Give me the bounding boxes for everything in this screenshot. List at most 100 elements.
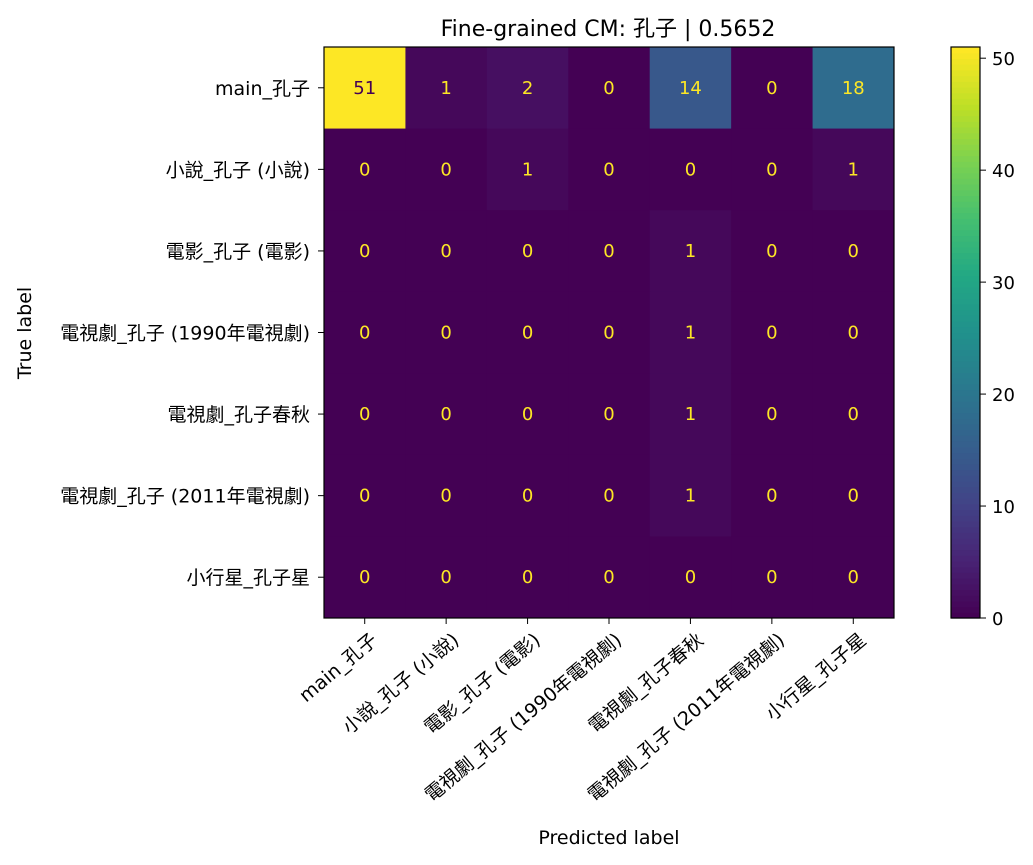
colorbar-segment [951, 155, 980, 162]
colorbar-segment [951, 218, 980, 225]
colorbar-segment [951, 532, 980, 539]
cell-value-label: 0 [848, 241, 859, 262]
colorbar-segment [951, 543, 980, 551]
heatmap-cell [812, 47, 895, 130]
y-axis-title: True label [14, 287, 36, 380]
chart-title: Fine-grained CM: 孔子 | 0.5652 [441, 17, 776, 42]
heatmap-cell [486, 128, 569, 211]
heatmap-cell [649, 454, 732, 537]
colorbar-segment [951, 298, 980, 305]
y-tick-label: main_孔子 [215, 78, 310, 100]
heatmap-cell [324, 210, 406, 293]
colorbar-segment [951, 338, 980, 345]
heatmap-cell [568, 373, 651, 456]
colorbar-segment [951, 469, 980, 476]
colorbar-segment [951, 258, 980, 265]
heatmap-cell [324, 291, 406, 374]
heatmap-cell [324, 454, 406, 537]
cell-value-label: 0 [766, 241, 777, 262]
cell-value-label: 0 [359, 241, 370, 262]
heatmap-cell [405, 454, 488, 537]
cell-value-label: 0 [522, 323, 533, 344]
colorbar-segment [951, 401, 980, 408]
heatmap-cell [649, 373, 732, 456]
colorbar-segment [951, 104, 980, 111]
y-tick-label: 電視劇_孔子 (1990年電視劇) [60, 323, 310, 345]
colorbar-segment [951, 269, 980, 276]
cell-value-label: 0 [440, 241, 451, 262]
colorbar-segment [951, 303, 980, 311]
heatmap-cell [324, 128, 406, 211]
heatmap-cell [812, 291, 895, 374]
heatmap-cell [486, 536, 569, 619]
cell-value-label: 18 [842, 78, 865, 99]
heatmap-cell [324, 373, 406, 456]
cell-value-label: 0 [359, 159, 370, 180]
heatmap-cell [812, 128, 895, 211]
colorbar-segment [951, 383, 980, 391]
colorbar-segment [951, 138, 980, 145]
heatmap-cell [731, 373, 814, 456]
heatmap-cell [568, 291, 651, 374]
cell-value-label: 0 [603, 78, 614, 99]
heatmap-cell [405, 291, 488, 374]
colorbar-segment [951, 69, 980, 77]
cell-value-label: 0 [522, 241, 533, 262]
heatmap-cell [812, 536, 895, 619]
colorbar-segment [951, 212, 980, 219]
colorbar-segment [951, 435, 980, 442]
colorbar-segment [951, 355, 980, 362]
cell-value-label: 0 [766, 78, 777, 99]
cell-value-label: 0 [522, 486, 533, 507]
cell-value-label: 1 [685, 241, 696, 262]
colorbar-segment [951, 555, 980, 562]
colorbar-tick-label: 40 [992, 161, 1015, 182]
y-tick-label: 小行星_孔子星 [186, 567, 310, 589]
colorbar-segment [951, 178, 980, 185]
heatmap-cell [568, 536, 651, 619]
colorbar-segment [951, 52, 980, 60]
cell-value-label: 0 [685, 159, 696, 180]
colorbar-segment [951, 286, 980, 294]
cell-value-label: 0 [359, 567, 370, 588]
colorbar-segment [951, 566, 980, 573]
heatmap-cell [731, 47, 814, 130]
heatmap-cell [405, 128, 488, 211]
colorbar-segment [951, 229, 980, 237]
heatmap-cell [568, 454, 651, 537]
colorbar-segment [951, 492, 980, 499]
colorbar-segment [951, 389, 980, 396]
colorbar-segment [951, 440, 980, 448]
colorbar-segment [951, 452, 980, 459]
colorbar-tick-label: 10 [992, 497, 1015, 518]
heatmap-cell [324, 536, 406, 619]
heatmap-cell [568, 210, 651, 293]
colorbar-segment [951, 429, 980, 436]
colorbar-segment [951, 321, 980, 328]
heatmap-cell [486, 373, 569, 456]
heatmap-cell [731, 454, 814, 537]
heatmap-cell [649, 536, 732, 619]
heatmap-cell [405, 536, 488, 619]
cell-value-label: 0 [603, 404, 614, 425]
heatmap-cell [649, 210, 732, 293]
colorbar-segment [951, 98, 980, 105]
colorbar-segment [951, 538, 980, 545]
cell-value-label: 0 [359, 486, 370, 507]
colorbar-segment [951, 326, 980, 334]
colorbar-segment [951, 343, 980, 351]
cell-value-label: 51 [353, 78, 376, 99]
heatmap-cell [486, 210, 569, 293]
colorbar-segment [951, 58, 980, 65]
cell-value-label: 1 [848, 159, 859, 180]
cell-value-label: 1 [440, 78, 451, 99]
colorbar-segment [951, 206, 980, 214]
colorbar-segment [951, 578, 980, 585]
colorbar-segment [951, 184, 980, 191]
cell-value-label: 0 [848, 323, 859, 344]
cell-value-label: 0 [848, 567, 859, 588]
cell-value-label: 0 [766, 159, 777, 180]
colorbar-segment [951, 241, 980, 248]
colorbar-segment [951, 526, 980, 533]
